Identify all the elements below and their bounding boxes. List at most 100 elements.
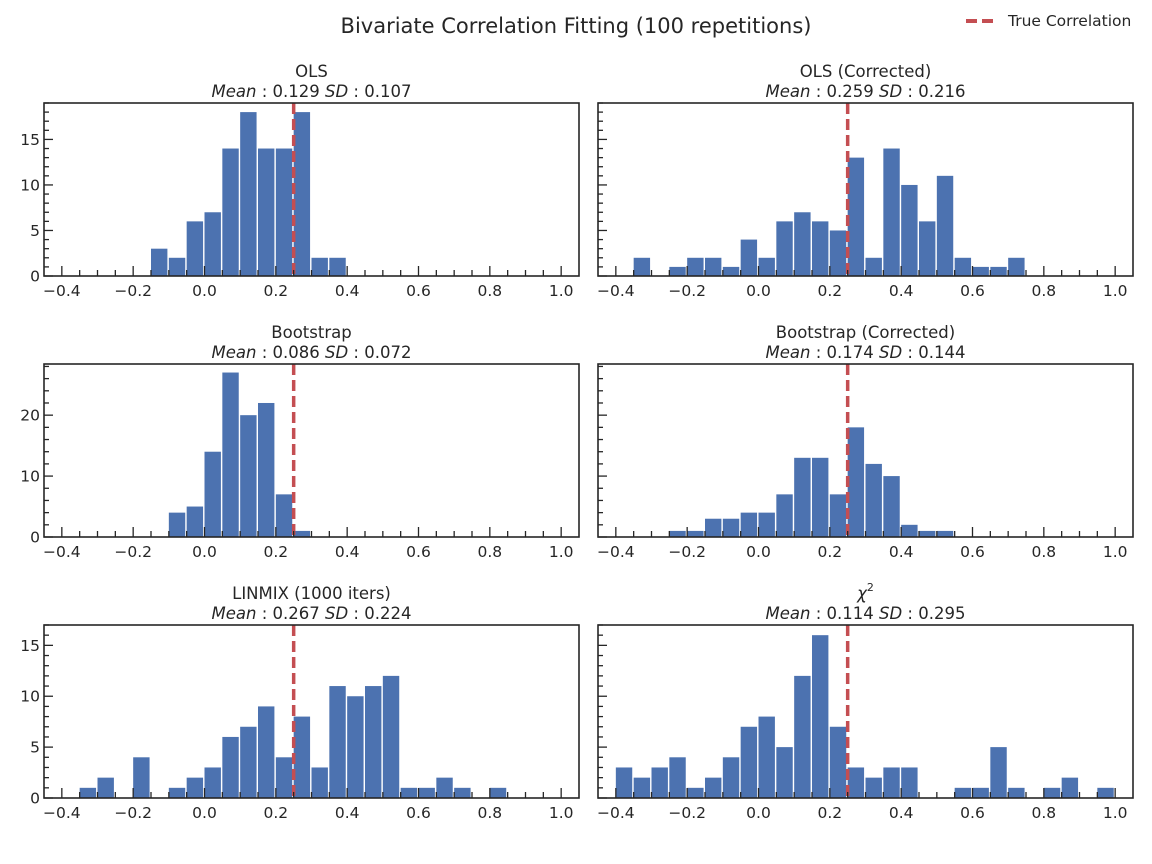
subplot-stats: Mean : 0.114 SD : 0.295	[766, 604, 966, 623]
bar-5-16	[382, 675, 400, 798]
x-tick-label: −0.4	[43, 282, 81, 300]
axes-frame	[597, 102, 1134, 277]
bar-4-16	[936, 530, 954, 537]
bar-6-11	[794, 675, 811, 798]
x-tick-label: 1.0	[549, 804, 574, 822]
bar-2-21	[1008, 257, 1025, 276]
x-tick-label: 0.0	[192, 804, 217, 822]
subplot-3: −0.4 −0.2 0.0 0.2 0.4 0.6 0.8 1.0 0 10 20 Bootstrap…	[20, 323, 580, 561]
y-tick-label: 0	[30, 268, 40, 286]
bar-6-1	[615, 767, 633, 798]
subplot-5: −0.4 −0.2 0.0 0.2 0.4 0.6 0.8 1.0 0 5 10 15 LINMIX (…	[20, 584, 580, 822]
bar-2-2	[669, 266, 686, 276]
bar-4-10	[829, 494, 847, 537]
x-tick-label: 0.4	[335, 282, 360, 300]
bar-5-6	[204, 767, 221, 798]
bar-6-20	[990, 747, 1007, 798]
bar-5-12	[311, 767, 328, 798]
bar-4-12	[865, 463, 882, 537]
subplot-stats: Mean : 0.174 SD : 0.144	[766, 343, 966, 362]
bar-2-19	[972, 266, 989, 276]
bar-5-1	[79, 787, 97, 798]
x-tick-label: 1.0	[1103, 804, 1128, 822]
y-tick-label: 15	[20, 131, 40, 149]
x-tick-label: 0.8	[478, 282, 503, 300]
x-tick-label: 0.4	[889, 282, 914, 300]
subplot-title: Bootstrap (Corrected)	[776, 323, 955, 342]
x-tick-label: 0.0	[192, 543, 217, 561]
subplot-title: OLS	[295, 62, 328, 81]
x-tick-label: 0.2	[818, 543, 843, 561]
bar-6-21	[1008, 787, 1025, 798]
mean-label: Mean	[766, 604, 811, 623]
bar-4-1	[669, 530, 686, 537]
bar-1-1	[151, 248, 168, 276]
bar-1-8	[275, 148, 293, 276]
mean-value: : 0.267	[256, 604, 325, 623]
x-tick-label: 0.4	[335, 543, 360, 561]
x-tick-label: −0.2	[114, 543, 152, 561]
bar-2-10	[812, 221, 829, 276]
mean-value: : 0.259	[810, 82, 879, 101]
bar-5-19	[436, 777, 453, 798]
subplots-grid: −0.4 −0.2 0.0 0.2 0.4 0.6 0.8 1.0051015OLSMean …	[20, 62, 1134, 822]
bar-3-6	[258, 402, 275, 537]
sd-value: : 0.107	[348, 82, 411, 101]
subplot-title: OLS (Corrected)	[800, 62, 932, 81]
figure-title: Bivariate Correlation Fitting (100 repet…	[341, 14, 812, 38]
x-tick-label: −0.4	[597, 804, 635, 822]
bar-1-6	[240, 112, 257, 277]
bar-4-4	[722, 518, 740, 537]
bar-6-13	[829, 726, 847, 798]
bar-6-22	[1043, 787, 1061, 798]
bar-4-8	[794, 457, 811, 537]
sd-label: SD	[879, 604, 902, 623]
x-tick-label: 0.8	[478, 543, 503, 561]
bar-5-14	[347, 696, 364, 798]
bar-2-6	[740, 239, 758, 276]
bar-6-12	[812, 635, 829, 798]
subplot-stats: Mean : 0.129 SD : 0.107	[212, 82, 412, 101]
y-tick-label: 20	[20, 407, 40, 425]
bar-1-7	[258, 148, 275, 276]
y-tick-label: 10	[20, 176, 40, 194]
bar-6-23	[1061, 777, 1079, 798]
bar-3-8	[293, 530, 311, 537]
bar-5-4	[168, 787, 186, 798]
bar-3-2	[186, 506, 204, 537]
bar-4-11	[847, 427, 865, 537]
x-tick-label: 0.6	[960, 543, 985, 561]
bar-2-11	[829, 230, 847, 276]
x-tick-label: 0.8	[1032, 282, 1057, 300]
x-tick-label: −0.2	[114, 804, 152, 822]
x-tick-label: 0.6	[406, 804, 431, 822]
legend-label: True Correlation	[1007, 12, 1131, 30]
x-tick-label: 0.4	[335, 804, 360, 822]
bar-5-8	[240, 726, 257, 798]
y-tick-label: 5	[30, 739, 40, 757]
x-tick-label: −0.4	[597, 543, 635, 561]
subplot-1: −0.4 −0.2 0.0 0.2 0.4 0.6 0.8 1.0 0 5 10 15 OLSMean …	[20, 62, 580, 300]
x-tick-label: 1.0	[549, 543, 574, 561]
bar-1-2	[168, 257, 186, 276]
sd-label: SD	[325, 82, 348, 101]
mean-label: Mean	[766, 82, 811, 101]
bar-2-8	[776, 221, 793, 276]
axes-frame	[43, 102, 580, 277]
y-tick-label: 0	[30, 529, 40, 547]
x-tick-label: 0.2	[818, 282, 843, 300]
chi-superscript: 2	[867, 581, 874, 594]
chi-symbol: χ	[856, 584, 868, 603]
bar-3-5	[240, 415, 257, 537]
bar-1-10	[311, 257, 328, 276]
bar-5-7	[222, 736, 239, 798]
mean-value: : 0.174	[810, 343, 879, 362]
x-tick-label: 0.6	[406, 282, 431, 300]
x-tick-label: 0.6	[406, 543, 431, 561]
bar-2-1	[633, 257, 651, 276]
subplot-title: Bootstrap	[271, 323, 351, 342]
bar-4-15	[919, 530, 936, 537]
sd-label: SD	[879, 82, 902, 101]
